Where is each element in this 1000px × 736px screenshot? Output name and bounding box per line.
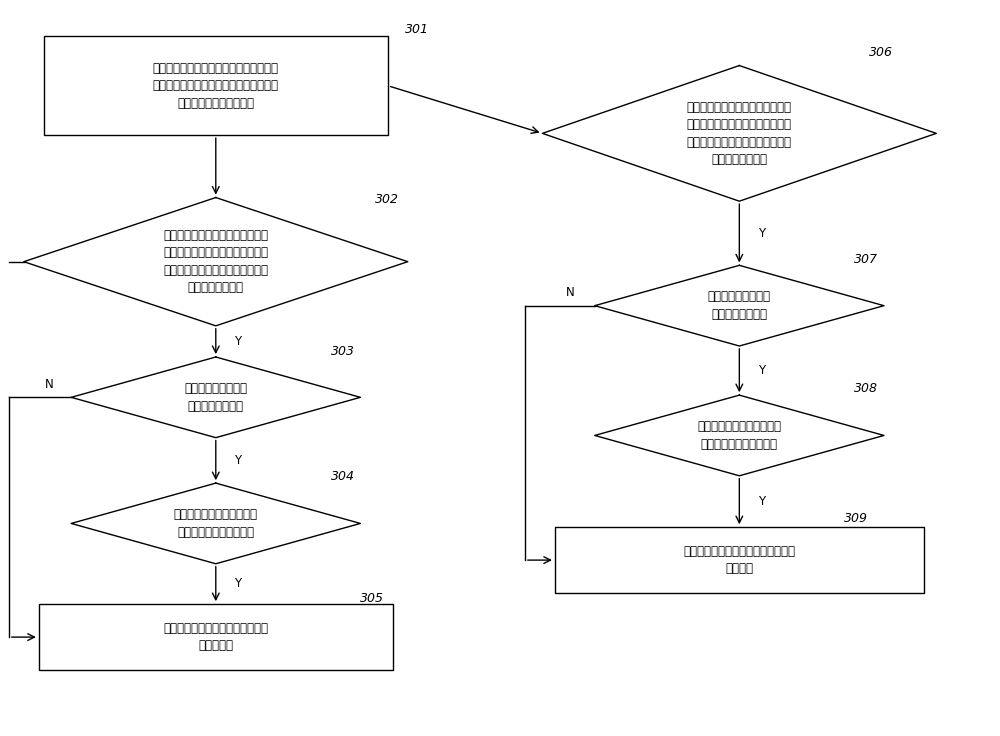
Text: 308: 308 — [854, 382, 878, 395]
Text: 301: 301 — [405, 23, 429, 36]
Text: 确定空调的制冷剂泄漏，并发出第二
泄漏信号: 确定空调的制冷剂泄漏，并发出第二 泄漏信号 — [683, 545, 795, 576]
Text: Y: Y — [758, 227, 765, 240]
Text: 305: 305 — [360, 592, 384, 606]
Text: 检测空调的节流元件
是否为电子膨胀阀: 检测空调的节流元件 是否为电子膨胀阀 — [184, 382, 247, 413]
Text: 确定空调的制冷剂泄漏，并发出第
一泄漏信号: 确定空调的制冷剂泄漏，并发出第 一泄漏信号 — [163, 622, 268, 652]
Text: 306: 306 — [869, 46, 893, 59]
Text: N: N — [565, 286, 574, 299]
Text: 302: 302 — [375, 193, 399, 206]
Bar — [39, 604, 393, 670]
Text: 307: 307 — [854, 253, 878, 266]
Bar — [44, 36, 388, 135]
Text: 309: 309 — [844, 512, 868, 525]
Bar — [555, 527, 924, 593]
Text: Y: Y — [758, 364, 765, 377]
Text: N: N — [45, 378, 54, 391]
Text: Y: Y — [234, 335, 241, 348]
Text: Y: Y — [234, 454, 241, 467]
Text: 检测电子膨胀阀的开度是否
大于或等于第二预设开度: 检测电子膨胀阀的开度是否 大于或等于第二预设开度 — [697, 420, 781, 450]
Text: 304: 304 — [330, 470, 354, 483]
Text: 检测空调的节流元件
是否为电子膨胀阀: 检测空调的节流元件 是否为电子膨胀阀 — [708, 291, 771, 321]
Text: Y: Y — [234, 578, 241, 590]
Text: 303: 303 — [330, 344, 354, 358]
Text: 检测室内环境温度与室内盘管温度的第一
温度差所属的温度区间，且检测第一温度
差是否持续第一预设时间: 检测室内环境温度与室内盘管温度的第一 温度差所属的温度区间，且检测第一温度 差是… — [153, 62, 279, 110]
Text: 若检测到第一温度差所属的温度区
间为第二温度区间且持续第一预设
时间，则检测第二温度差是否大于
或等于第三预设值: 若检测到第一温度差所属的温度区 间为第二温度区间且持续第一预设 时间，则检测第二… — [687, 101, 792, 166]
Text: Y: Y — [758, 495, 765, 508]
Text: 若检测到第一温度差所属的温度区
间为第一温度区间且持续第一预设
时间，则检测第二温度差是否大于
或等于第一预设值: 若检测到第一温度差所属的温度区 间为第一温度区间且持续第一预设 时间，则检测第二… — [163, 229, 268, 294]
Text: 检测电子膨胀阀的开度是否
大于或等于第一预设开度: 检测电子膨胀阀的开度是否 大于或等于第一预设开度 — [174, 508, 258, 539]
